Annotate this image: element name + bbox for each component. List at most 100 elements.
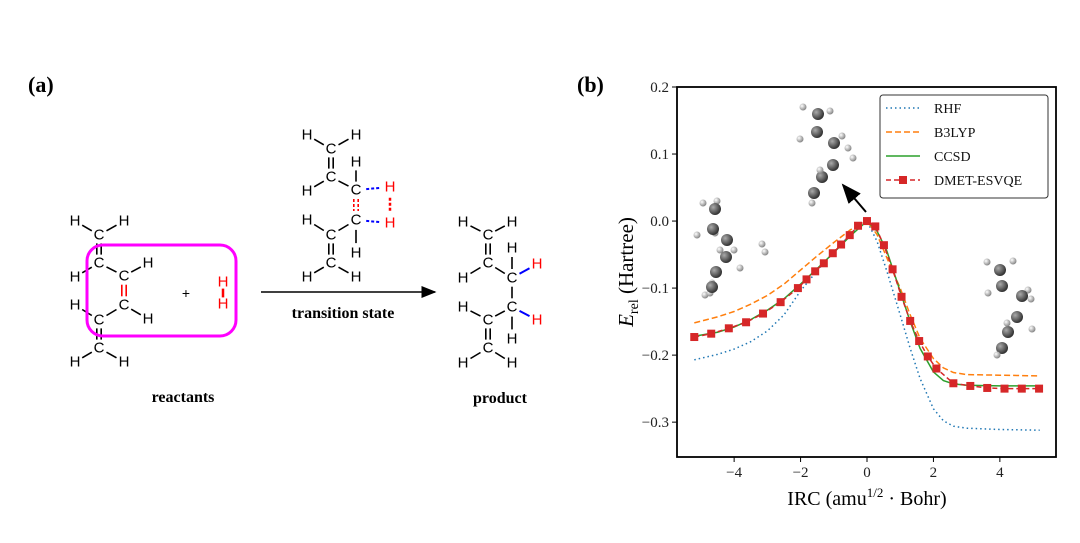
b3lyp-line: [694, 220, 1040, 377]
hydrogen-ball: [796, 135, 804, 143]
bond: [106, 351, 117, 359]
hydrogen-atom: H: [70, 297, 81, 314]
bond: [494, 225, 506, 232]
panel-a-label: (a): [28, 72, 54, 97]
hydrogen-atom: H: [532, 312, 543, 329]
dmet-esvqe-marker: [819, 259, 828, 268]
hydrogen-atom: H: [302, 183, 313, 200]
bond: [81, 351, 93, 359]
hydrogen-atom: H: [458, 270, 469, 287]
hydrogen-ball: [844, 144, 852, 152]
y-label-main: E: [614, 314, 638, 328]
carbon-ball: [816, 171, 828, 183]
carbon-atom: C: [351, 212, 362, 229]
carbon-atom: C: [119, 268, 130, 285]
hydrogen-atom: H: [70, 354, 81, 371]
carbon-ball: [1011, 311, 1023, 323]
bond: [519, 310, 530, 317]
bond: [130, 266, 142, 273]
molecule-renderings: [693, 103, 1036, 359]
plus-sign: +: [182, 285, 190, 301]
carbon-ball: [828, 137, 840, 149]
bond: [470, 225, 481, 232]
carbon-ball: [710, 266, 722, 278]
hydrogen-atom: H: [218, 274, 229, 291]
hydrogen-atom: H: [507, 240, 518, 257]
carbon-atom: C: [351, 182, 362, 199]
carbon-ball: [808, 187, 820, 199]
carbon-ball: [709, 203, 721, 215]
x-label-main: IRC (amu: [787, 488, 866, 510]
highlight-box: [85, 243, 238, 338]
hydrogen-ball: [761, 248, 769, 256]
carbon-atom: C: [119, 297, 130, 314]
bond: [106, 308, 117, 317]
hydrogen-atom: H: [218, 296, 229, 313]
hydrogen-ball: [849, 154, 857, 162]
hydrogen-atom: H: [70, 269, 81, 286]
hydrogen-ball: [1024, 286, 1032, 294]
dmet-esvqe-marker: [871, 222, 880, 231]
hydrogen-ball: [984, 289, 992, 297]
rhf-line: [694, 219, 1040, 431]
bond: [470, 310, 481, 317]
y-label-tail: (Hartree): [614, 217, 638, 299]
hydrogen-atom: H: [458, 214, 469, 231]
carbon-atom: C: [326, 169, 337, 186]
dmet-esvqe-marker: [879, 241, 888, 250]
dmet-esvqe-marker: [915, 337, 924, 346]
carbon-atom: C: [483, 227, 494, 244]
hydrogen-ball: [716, 246, 724, 254]
bond: [494, 310, 506, 317]
dmet-esvqe-marker: [776, 298, 785, 307]
dmet-esvqe-marker: [854, 221, 863, 230]
x-tick-label: −4: [726, 465, 742, 481]
y-tick-label: 0.2: [650, 80, 669, 96]
hydrogen-ball: [1028, 325, 1036, 333]
hydrogen-atom: H: [385, 179, 396, 196]
y-tick-label: −0.2: [642, 348, 669, 364]
dmet-esvqe-marker: [983, 383, 992, 392]
legend-box: [879, 94, 1049, 199]
hydrogen-ball: [1009, 257, 1017, 265]
bond: [313, 180, 325, 188]
carbon-ball: [812, 108, 824, 120]
hydrogen-atom: H: [351, 154, 362, 171]
carbon-ball: [1002, 326, 1014, 338]
dmet-esvqe-marker: [759, 309, 768, 318]
product-label: product: [473, 390, 528, 407]
bond: [470, 266, 481, 275]
dmet-esvqe-marker: [1035, 384, 1044, 393]
dmet-esvqe-marker: [906, 316, 915, 325]
plot-frame: [676, 86, 1057, 458]
carbon-ball: [707, 223, 719, 235]
hydrogen-atom: H: [119, 354, 130, 371]
dmet-esvqe-marker: [837, 240, 846, 249]
bond: [338, 266, 349, 274]
bond: [130, 308, 142, 316]
hydrogen-ball: [808, 199, 816, 207]
hydrogen-ball: [693, 231, 701, 239]
dmet-esvqe-line: [694, 220, 1040, 390]
hydrogen-ball: [838, 132, 846, 140]
dmet-esvqe-marker: [742, 318, 751, 327]
carbon-atom: C: [94, 312, 105, 329]
energy-profile-chart: −4 −2 0 2 4 0.2 0.1 0.0 −0.1 −0.2 −0.3 RHF B3LYP CCSD…: [642, 80, 1057, 481]
carbon-atom: C: [507, 299, 518, 316]
hydrogen-atom: H: [302, 212, 313, 229]
hydrogen-atom: H: [532, 256, 543, 273]
x-tick-label: 4: [996, 465, 1004, 481]
carbon-atom: C: [483, 255, 494, 272]
x-tick-label: −2: [793, 465, 809, 481]
hydrogen-atom: H: [119, 213, 130, 230]
carbon-ball: [1016, 290, 1028, 302]
y-tick-label: −0.1: [642, 281, 669, 297]
x-label-sup: 1/2: [867, 485, 884, 500]
hydrogen-ball: [799, 103, 807, 111]
bond: [106, 266, 117, 273]
hydrogen-atom: H: [458, 299, 469, 316]
carbon-ball: [721, 234, 733, 246]
hydrogen-ball: [1027, 295, 1035, 303]
hydrogen-ball: [699, 199, 707, 207]
